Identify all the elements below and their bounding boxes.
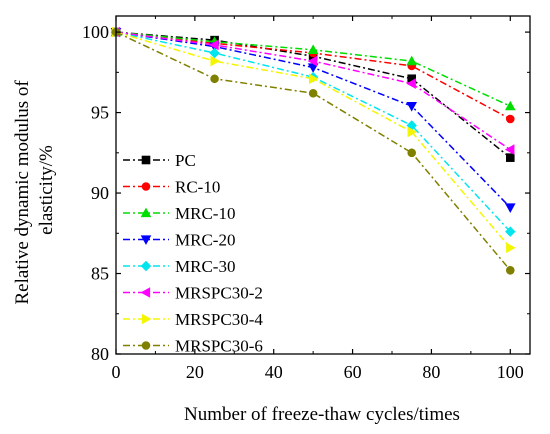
series-line-mrspc30-4 [115,31,511,249]
y-tick-label: 100 [82,22,109,42]
legend-item-mrspc30-4: MRSPC30-4 [123,310,263,329]
y-tick-label: 85 [91,264,109,284]
data-point-mrspc30-4 [407,126,418,138]
data-point-mrc-20 [504,203,516,213]
legend-label-mrspc30-6: MRSPC30-6 [175,337,263,356]
y-axis-title-line-1: Relative dynamic modulus of [12,80,33,305]
data-point-mrspc30-6 [407,148,417,158]
legend-marker-mrc-20 [140,235,152,245]
y-tick-label: 90 [91,183,109,203]
data-point-mrc-10 [504,100,516,111]
data-point-mrc-10 [307,44,319,54]
x-tick-label: 20 [186,362,204,382]
legend-label-mrspc30-2: MRSPC30-2 [175,284,263,303]
legend: PC RC-10 MRC-10 MRC-20 MRC-30 MRSPC30-2 MRSPC3… [123,151,263,356]
legend-item-mrc-10: MRC-10 [123,204,235,223]
data-point-mrspc30-2 [504,144,515,155]
legend-label-pc: PC [175,151,196,170]
data-point-mrspc30-2 [307,55,318,67]
legend-marker-rc-10 [141,182,151,191]
legend-marker-mrspc30-2 [140,287,151,298]
y-tick-label: 95 [91,103,109,123]
legend-marker-mrspc30-6 [141,341,151,350]
legend-marker-pc [141,155,151,165]
data-point-mrspc30-4 [506,242,516,254]
plot-area [110,26,516,275]
x-tick-label: 80 [422,362,440,382]
data-point-mrc-20 [406,101,418,112]
legend-marker-mrc-30 [140,260,152,272]
x-tick-label: 40 [265,362,283,382]
legend-label-mrc-10: MRC-10 [175,204,235,223]
data-point-pc [505,153,515,162]
plot-frame [115,15,531,355]
legend-marker-mrc-10 [140,207,152,218]
legend-label-mrc-30: MRC-30 [175,257,235,276]
series-line-mrc-30 [115,31,511,233]
x-tick-label: 0 [112,362,121,382]
data-point-mrc-30 [505,226,516,237]
legend-item-pc: PC [123,151,196,170]
x-axis-title: Number of freeze-thaw cycles/times [184,404,460,425]
legend-label-rc-10: RC-10 [175,178,220,197]
legend-item-mrspc30-2: MRSPC30-2 [123,284,263,303]
legend-item-mrspc30-6: MRSPC30-6 [123,337,263,356]
data-point-mrc-30 [209,47,220,59]
legend-marker-mrspc30-4 [141,313,152,325]
data-point-mrc-10 [406,55,418,66]
legend-label-mrc-20: MRC-20 [175,231,235,250]
axes: 0 20 40 60 80 100 80 85 90 95 100 [82,15,531,382]
legend-item-rc-10: RC-10 [123,178,220,197]
y-tick-label: 80 [91,344,109,364]
x-tick-label: 100 [497,362,524,382]
legend-item-mrc-20: MRC-20 [123,231,235,250]
data-point-mrspc30-2 [406,78,416,89]
data-point-rc-10 [505,114,515,124]
data-point-mrspc30-4 [309,73,319,85]
data-point-mrspc30-6 [308,88,318,98]
data-point-mrspc30-6 [505,266,515,275]
data-point-mrspc30-6 [210,74,219,84]
data-point-mrspc30-2 [209,39,219,51]
y-axis-title: Relative dynamic modulus of elasticity/% [12,75,57,304]
legend-item-mrc-30: MRC-30 [123,257,235,276]
legend-label-mrspc30-4: MRSPC30-4 [175,310,263,329]
y-axis-title-line-2: elasticity/% [36,145,57,235]
x-tick-label: 60 [344,362,362,382]
data-point-mrspc30-4 [210,55,220,67]
